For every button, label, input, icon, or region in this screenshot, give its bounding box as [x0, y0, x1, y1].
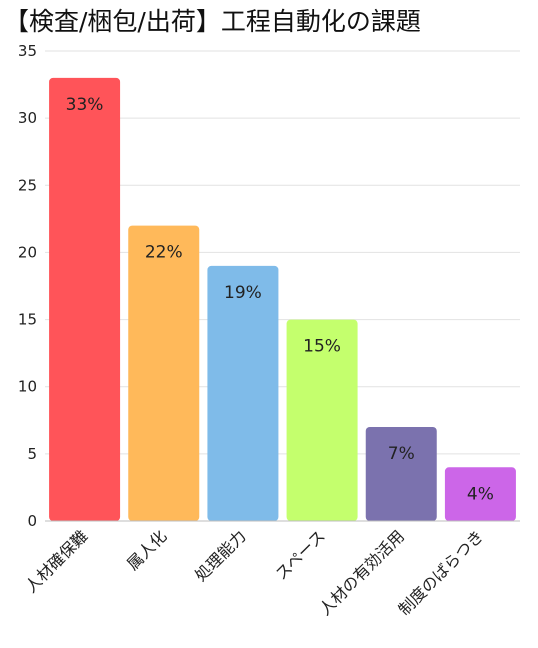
y-axis: 0 5 10 15 20 25 30 35 [18, 42, 37, 530]
x-tick-label: 制度のばらつき [395, 526, 488, 619]
x-tick-label: 人材確保難 [21, 526, 91, 596]
y-tick-label: 30 [18, 109, 37, 127]
bar-5 [365, 427, 437, 521]
x-tick-label: 属人化 [123, 526, 170, 573]
y-tick-label: 5 [27, 445, 37, 463]
y-tick-label: 15 [18, 311, 37, 329]
data-label: 33% [66, 95, 104, 115]
data-label: 22% [145, 243, 183, 263]
x-tick-label: 処理能力 [191, 526, 250, 585]
x-tick-label: スペース [272, 526, 329, 583]
bar-1 [49, 77, 121, 521]
data-label: 7% [388, 444, 415, 464]
data-labels: 33% 22% 19% 15% 7% 4% [66, 95, 494, 504]
y-tick-label: 10 [18, 378, 37, 396]
y-tick-label: 20 [18, 243, 37, 261]
data-label: 4% [467, 484, 494, 504]
y-tick-label: 25 [18, 176, 37, 194]
bars [49, 77, 516, 522]
bar-3 [207, 265, 279, 521]
bar-6 [444, 467, 516, 521]
chart-title: 【検査/梱包/出荷】工程自動化の課題 [4, 7, 421, 36]
bar-4 [286, 319, 358, 521]
y-tick-label: 0 [27, 512, 37, 530]
bar-2 [128, 225, 200, 522]
y-tick-label: 35 [18, 42, 37, 60]
data-label: 15% [303, 337, 341, 357]
data-label: 19% [224, 283, 262, 303]
